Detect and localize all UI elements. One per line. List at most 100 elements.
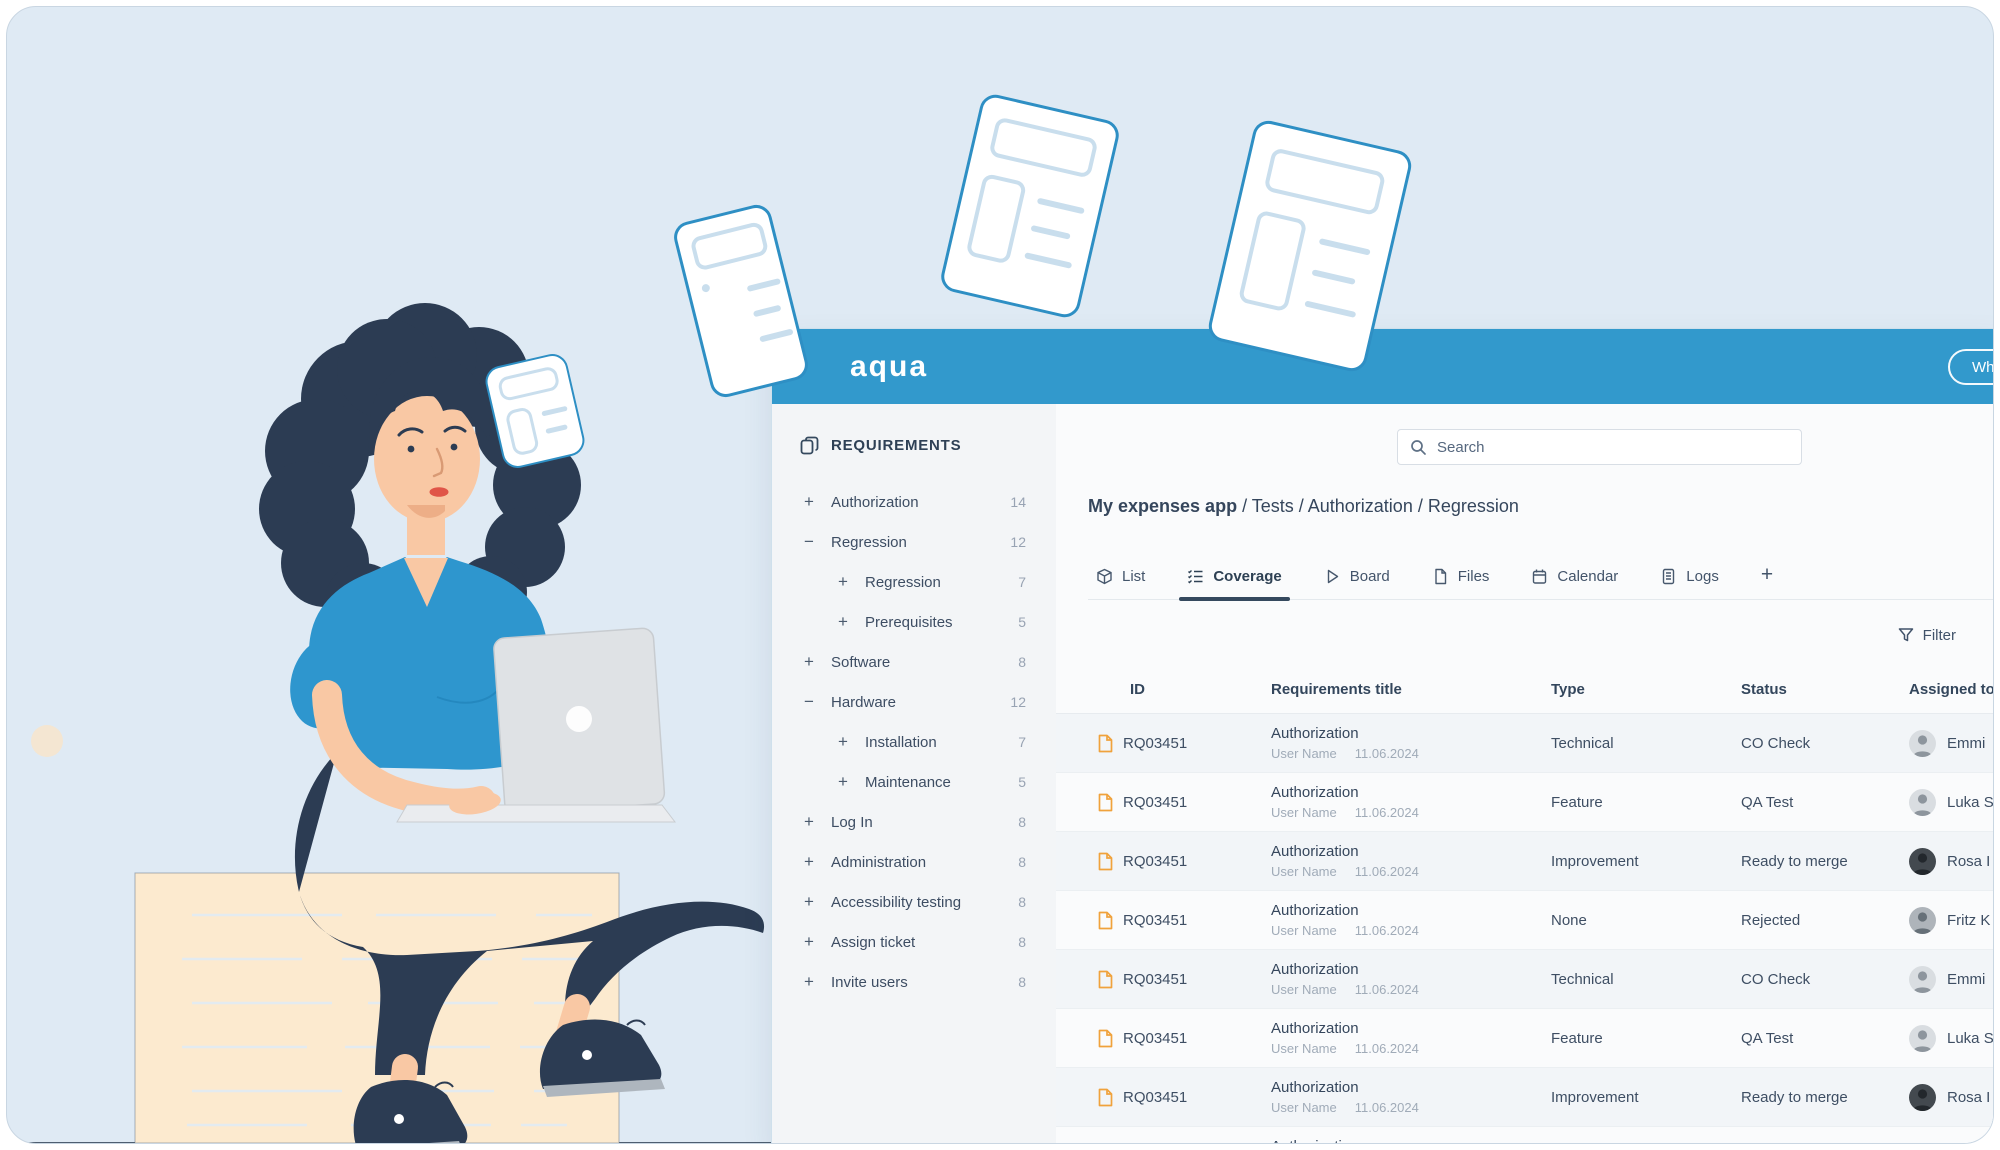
decor-doc-block xyxy=(965,172,1028,265)
requirement-status: QA Test xyxy=(1741,793,1794,811)
tree-item[interactable]: + Log In 8 xyxy=(772,802,1056,842)
tree-item[interactable]: + Administration 8 xyxy=(772,842,1056,882)
requirement-status: CO Check xyxy=(1741,734,1811,752)
tree-toggle-icon[interactable]: − xyxy=(804,532,814,551)
requirement-id: RQ03451 xyxy=(1123,1088,1188,1106)
requirement-date: 11.06.2024 xyxy=(1354,1100,1419,1115)
tree-toggle-icon[interactable]: + xyxy=(838,612,848,631)
table-row[interactable]: RQ03451 Authorization User Name 11.06.20… xyxy=(1056,832,1993,891)
requirement-file-icon xyxy=(1098,970,1113,988)
filter-label: Filter xyxy=(1922,626,1956,644)
requirement-meta: User Name 11.06.2024 xyxy=(1271,1041,1511,1056)
person-silhouette-icon xyxy=(1913,1088,1932,1111)
tree-toggle-icon[interactable]: + xyxy=(804,812,814,831)
decor-document-2 xyxy=(938,91,1122,321)
tree-toggle-icon[interactable]: + xyxy=(804,652,814,671)
decor-doc-bar xyxy=(1263,147,1387,217)
page-canvas: aqua What REQUIREMENTS + xyxy=(6,6,1994,1144)
tree-item[interactable]: + Regression 7 xyxy=(772,562,1056,602)
requirement-type: Feature xyxy=(1551,793,1603,811)
tree-item-label: Administration xyxy=(831,853,927,871)
table-row[interactable]: RQ03451 Authorization User Name 11.06.20… xyxy=(1056,714,1993,773)
column-header-type[interactable]: Type xyxy=(1551,681,1585,698)
tree-item[interactable]: − Regression 12 xyxy=(772,522,1056,562)
person-silhouette-icon xyxy=(1913,970,1932,993)
tab-coverage[interactable]: Coverage xyxy=(1179,568,1291,601)
person-silhouette-icon xyxy=(1913,852,1932,875)
tree-toggle-icon[interactable]: − xyxy=(804,692,814,711)
tree-toggle-icon[interactable]: + xyxy=(804,972,814,991)
filter-button[interactable]: Filter xyxy=(1898,622,1956,648)
tree-item-count: 7 xyxy=(1018,734,1026,750)
tree-toggle-icon[interactable]: + xyxy=(804,932,814,951)
tree-item[interactable]: + Assign ticket 8 xyxy=(772,922,1056,962)
tree-item[interactable]: − Hardware 12 xyxy=(772,682,1056,722)
assignee-avatar xyxy=(1909,965,1936,993)
table-row[interactable]: RQ03451 Authorization User Name 11.06.20… xyxy=(1056,950,1993,1009)
requirement-date: 11.06.2024 xyxy=(1354,805,1419,820)
assignee-name: Rosa I xyxy=(1947,1088,1991,1106)
tab-calendar[interactable]: Calendar xyxy=(1523,568,1626,599)
tree-toggle-icon[interactable]: + xyxy=(804,892,814,911)
requirement-owner: User Name xyxy=(1271,982,1337,997)
tree-item[interactable]: + Software 8 xyxy=(772,642,1056,682)
cube-icon xyxy=(1097,568,1112,585)
assignee-avatar xyxy=(1909,788,1936,816)
tree-item-label: Regression xyxy=(831,533,907,551)
tree-item[interactable]: + Maintenance 5 xyxy=(772,762,1056,802)
hair-front xyxy=(369,357,490,449)
tree-toggle-icon[interactable]: + xyxy=(838,772,848,791)
decor-doc-bar xyxy=(988,116,1099,179)
tab-add[interactable]: + xyxy=(1760,563,1774,586)
column-header-id[interactable]: ID xyxy=(1130,681,1145,698)
assignee-avatar xyxy=(1909,1142,1936,1145)
tree-item[interactable]: + Authorization 14 xyxy=(772,482,1056,522)
tree-item[interactable]: + Installation 7 xyxy=(772,722,1056,762)
tree-toggle-icon[interactable]: + xyxy=(838,732,848,751)
tree-item[interactable]: + Accessibility testing 8 xyxy=(772,882,1056,922)
tree-item-label: Regression xyxy=(865,573,941,591)
column-header-status[interactable]: Status xyxy=(1741,681,1787,698)
tree-item[interactable]: + Prerequisites 5 xyxy=(772,602,1056,642)
requirement-title: Authorization xyxy=(1271,725,1359,742)
tree-toggle-icon[interactable]: + xyxy=(838,572,848,591)
assignee-name: Fritz K xyxy=(1947,911,1991,929)
search-box[interactable] xyxy=(1397,429,1802,465)
tree-toggle-icon[interactable]: + xyxy=(804,492,814,511)
requirement-file-icon xyxy=(1098,1029,1113,1047)
decor-doc-line xyxy=(545,424,568,435)
table-row[interactable]: RQ03451 Authorization User Name 11.06.20… xyxy=(1056,1009,1993,1068)
requirement-owner: User Name xyxy=(1271,805,1337,820)
requirement-type: Improvement xyxy=(1551,1088,1639,1106)
tab-list[interactable]: List xyxy=(1088,568,1153,599)
table-row[interactable]: RQ03451 Authorization User Name 11.06.20… xyxy=(1056,1127,1993,1145)
face-features xyxy=(397,425,467,497)
checklist-icon xyxy=(1188,570,1203,584)
tab-label: Logs xyxy=(1686,568,1719,585)
breadcrumb-rest[interactable]: / Tests / Authorization / Regression xyxy=(1237,496,1519,516)
table-row[interactable]: RQ03451 Authorization User Name 11.06.20… xyxy=(1056,1068,1993,1127)
requirement-owner: User Name xyxy=(1271,1041,1337,1056)
column-header-title[interactable]: Requirements title xyxy=(1271,681,1402,698)
table-header-row: ID Requirements title Type Status Assign… xyxy=(1056,666,1994,714)
breadcrumb-root[interactable]: My expenses app xyxy=(1088,496,1238,516)
tree-toggle-icon[interactable]: + xyxy=(804,852,814,871)
table-row[interactable]: RQ03451 Authorization User Name 11.06.20… xyxy=(1056,891,1993,950)
tab-files[interactable]: Files xyxy=(1424,568,1498,599)
tree-item-label: Authorization xyxy=(831,493,919,511)
column-header-assigned[interactable]: Assigned to xyxy=(1909,681,1994,698)
decor-doc-line xyxy=(759,328,794,343)
tab-logs[interactable]: Logs xyxy=(1652,568,1727,599)
person-silhouette-icon xyxy=(1909,1143,1936,1145)
tree-item[interactable]: + Invite users 8 xyxy=(772,962,1056,1002)
requirement-date: 11.06.2024 xyxy=(1354,864,1419,879)
decor-doc-line xyxy=(541,405,568,417)
requirement-meta: User Name 11.06.2024 xyxy=(1271,746,1511,761)
search-input[interactable] xyxy=(1437,438,1789,456)
table-row[interactable]: RQ03451 Authorization User Name 11.06.20… xyxy=(1056,773,1993,832)
requirement-owner: User Name xyxy=(1271,923,1337,938)
table-body: RQ03451 Authorization User Name 11.06.20… xyxy=(1056,714,1993,1145)
tab-board[interactable]: Board xyxy=(1316,568,1398,599)
whats-new-button[interactable]: What xyxy=(1948,349,1993,385)
person-silhouette-icon xyxy=(1913,793,1932,816)
